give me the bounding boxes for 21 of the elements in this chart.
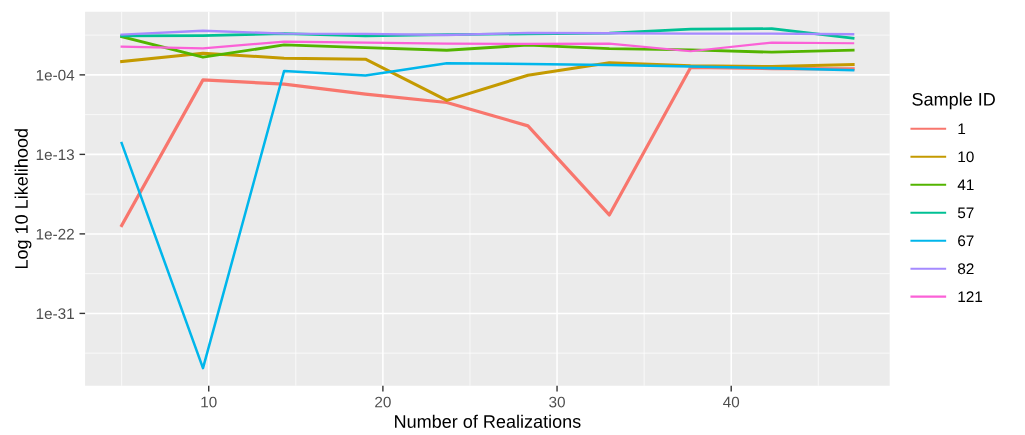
legend-label: 67 (958, 235, 974, 247)
x-tick-label: 40 (723, 396, 740, 408)
legend-label: 57 (957, 207, 974, 219)
legend-label: 41 (957, 179, 974, 191)
x-axis-title: Number of Realizations (395, 414, 581, 428)
x-tick-label: 20 (375, 396, 391, 408)
line-series (120, 61, 855, 370)
x-tick-label: 30 (549, 396, 565, 408)
legend-label: 1 (958, 123, 966, 135)
y-axis-title: Log 10 Likelihood (14, 129, 32, 269)
legend-label: 10 (958, 151, 974, 163)
y-tick-label: 1e-22 (36, 228, 74, 240)
x-tick-label: 10 (201, 396, 217, 408)
line-series (120, 40, 855, 53)
y-tick-label: 1e-31 (36, 308, 74, 320)
legend-title: Sample ID (912, 92, 995, 110)
legend-label: 82 (957, 263, 974, 275)
line-series (120, 35, 855, 59)
y-tick-label: 1e-04 (36, 69, 75, 81)
legend-label: 121 (958, 291, 983, 303)
y-tick-label: 1e-13 (36, 149, 74, 161)
